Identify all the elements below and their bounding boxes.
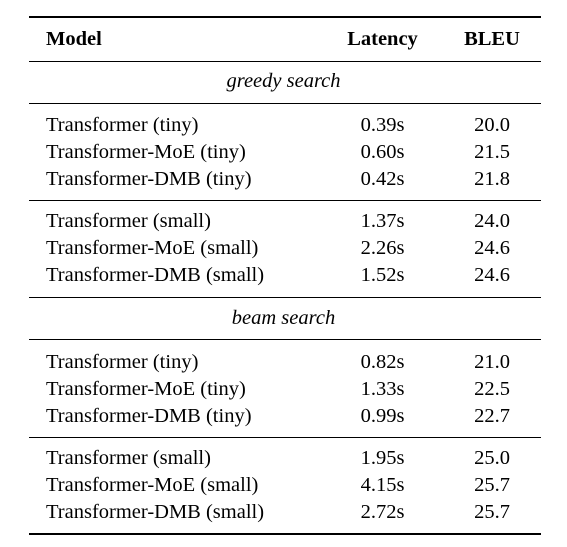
model-cell: Transformer (small) [46,210,211,232]
bleu-cell: 25.0 [474,447,510,469]
table-row: Transformer-DMB (small) 1.52s 24.6 [0,262,567,289]
bleu-cell: 21.5 [474,141,510,163]
bleu-cell: 24.0 [474,210,510,232]
latency-cell: 1.37s [360,210,405,232]
header-model: Model [46,28,102,50]
model-cell: Transformer-DMB (tiny) [46,405,252,427]
latency-cell: 0.82s [360,351,405,373]
latency-cell: 1.95s [360,447,405,469]
table-row: Transformer-DMB (tiny) 0.99s 22.7 [0,403,567,430]
bleu-cell: 24.6 [474,264,510,286]
table-row: Transformer-MoE (small) 2.26s 24.6 [0,235,567,262]
table-row: Transformer-MoE (tiny) 0.60s 21.5 [0,139,567,166]
bleu-cell: 22.5 [474,378,510,400]
section-rule-beam [29,339,541,340]
model-cell: Transformer-MoE (tiny) [46,141,246,163]
model-cell: Transformer (small) [46,447,211,469]
latency-cell: 2.72s [360,501,405,523]
section-rule-greedy [29,103,541,104]
latency-cell: 0.39s [360,114,405,136]
table-row: Transformer-DMB (small) 2.72s 25.7 [0,499,567,526]
bottom-rule [29,533,541,535]
latency-cell: 1.52s [360,264,405,286]
table-row: Transformer (small) 1.95s 25.0 [0,445,567,472]
header-row: Model Latency BLEU [0,26,567,53]
model-cell: Transformer-MoE (tiny) [46,378,246,400]
model-cell: Transformer (tiny) [46,114,199,136]
group-rule-greedy [29,200,541,201]
latency-cell: 0.60s [360,141,405,163]
bleu-cell: 25.7 [474,501,510,523]
model-cell: Transformer-MoE (small) [46,237,259,259]
table-row: Transformer-MoE (tiny) 1.33s 22.5 [0,376,567,403]
section-label-greedy: greedy search [226,70,341,92]
latency-cell: 4.15s [360,474,405,496]
bleu-cell: 22.7 [474,405,510,427]
table-row: Transformer (tiny) 0.82s 21.0 [0,349,567,376]
model-cell: Transformer-DMB (small) [46,501,265,523]
table-row: Transformer (small) 1.37s 24.0 [0,208,567,235]
bleu-cell: 21.0 [474,351,510,373]
latency-cell: 1.33s [360,378,405,400]
model-cell: Transformer-DMB (tiny) [46,168,252,190]
bleu-cell: 21.8 [474,168,510,190]
model-cell: Transformer-DMB (small) [46,264,265,286]
latency-cell: 0.42s [360,168,405,190]
header-bleu: BLEU [464,28,520,50]
top-rule [29,16,541,18]
model-cell: Transformer (tiny) [46,351,199,373]
section-divider-rule [29,297,541,298]
model-cell: Transformer-MoE (small) [46,474,259,496]
latency-cell: 0.99s [360,405,405,427]
section-label-beam: beam search [231,307,336,329]
group-rule-beam [29,437,541,438]
bleu-cell: 25.7 [474,474,510,496]
table-row: Transformer (tiny) 0.39s 20.0 [0,112,567,139]
table-row: Transformer-DMB (tiny) 0.42s 21.8 [0,166,567,193]
bleu-cell: 20.0 [474,114,510,136]
table-row: Transformer-MoE (small) 4.15s 25.7 [0,472,567,499]
latency-cell: 2.26s [360,237,405,259]
header-latency: Latency [347,28,418,50]
bleu-cell: 24.6 [474,237,510,259]
header-rule [29,61,541,62]
